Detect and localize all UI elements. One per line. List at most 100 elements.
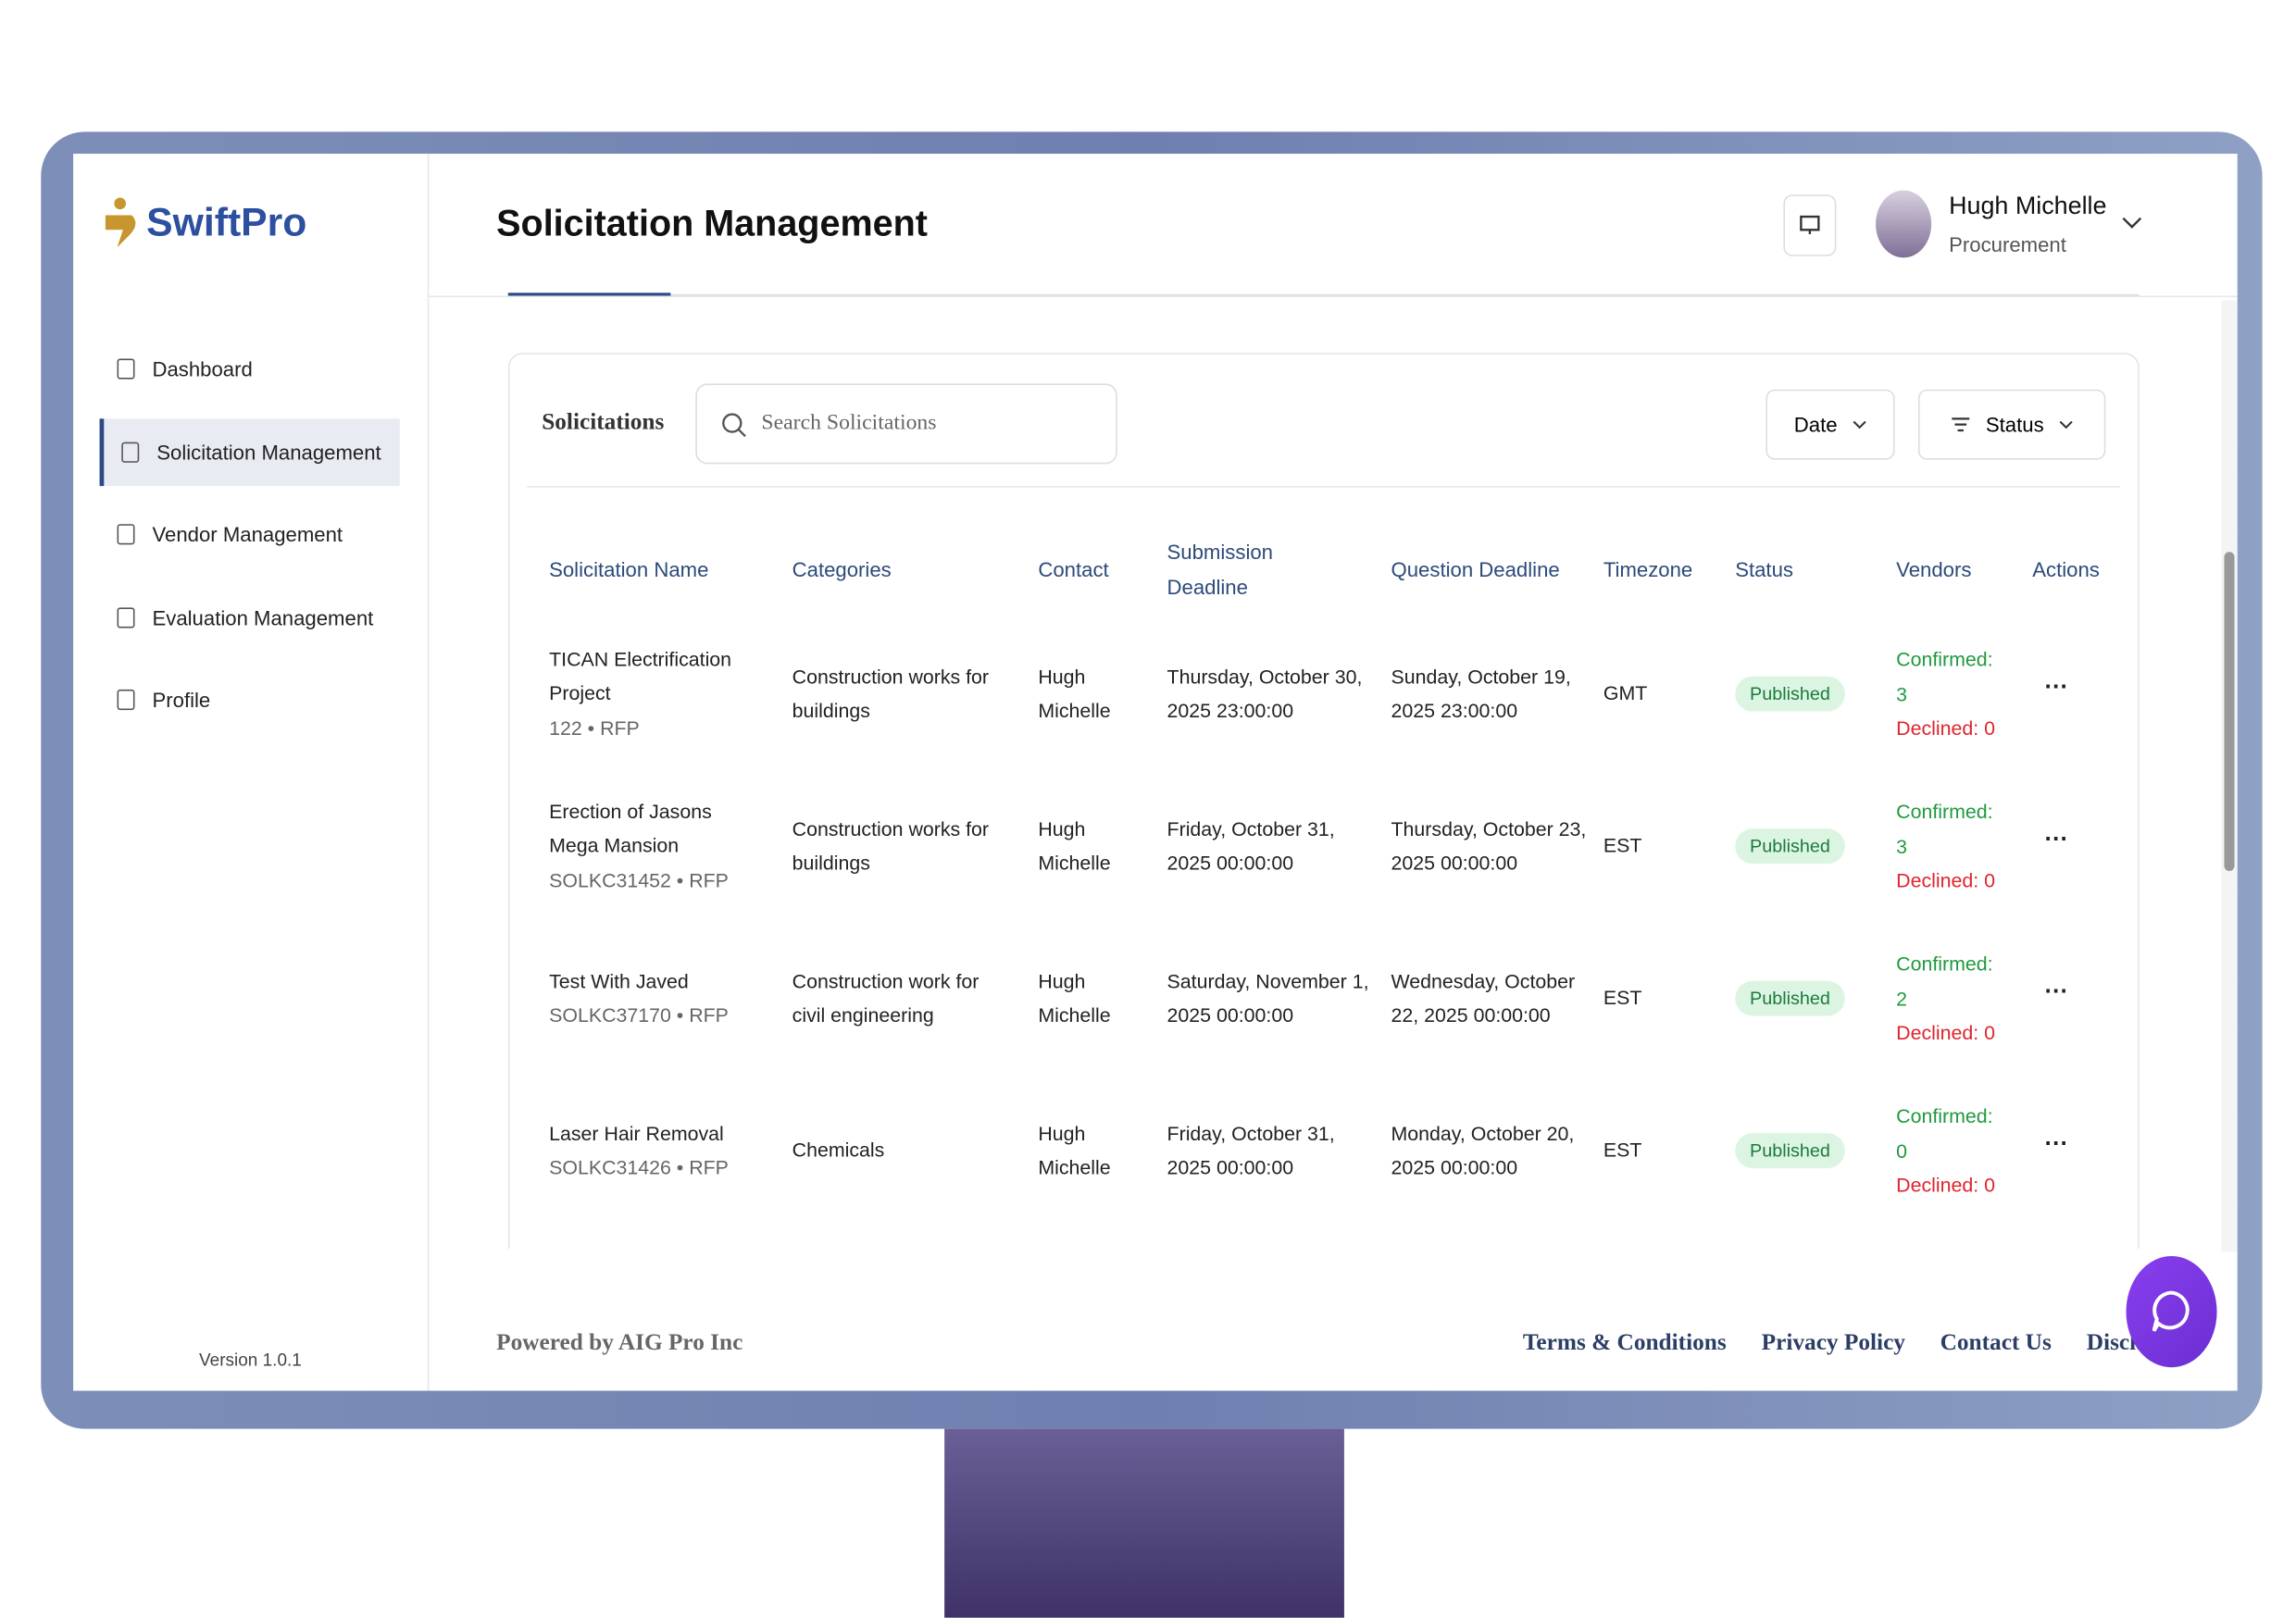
row-submission: Friday, October 31, 2025 00:00:00 (1167, 817, 1335, 875)
logo: SwiftPro (103, 194, 307, 250)
scrollbar (2221, 300, 2238, 1252)
row-timezone: GMT (1603, 682, 1648, 704)
row-contact: Hugh Michelle (1038, 817, 1111, 875)
powered-by: Powered by AIG Pro Inc (496, 1330, 743, 1356)
row-submission: Friday, October 31, 2025 00:00:00 (1167, 1122, 1335, 1179)
row-contact: Hugh Michelle (1038, 1122, 1111, 1179)
vendors-declined: Declined: 0 (1896, 869, 1996, 892)
row-actions[interactable]: ⋯ (2043, 1131, 2068, 1157)
date-filter-label: Date (1793, 413, 1838, 437)
column-header: Question Deadline (1391, 557, 1560, 581)
row-ref: 122 • RFP (549, 716, 640, 740)
row-actions[interactable]: ⋯ (2043, 979, 2068, 1004)
brand: SwiftPro (146, 199, 307, 244)
nav-icon (117, 358, 135, 380)
footer-link[interactable]: Privacy Policy (1761, 1330, 1905, 1356)
row-category: Construction works for buildings (792, 817, 990, 875)
column-header: Timezone (1603, 557, 1693, 581)
row-name: Laser Hair Removal (549, 1122, 724, 1145)
avatar (1876, 190, 1932, 258)
chat-button[interactable] (2126, 1256, 2217, 1368)
nav-item[interactable]: Vendor Management (100, 501, 400, 568)
nav-label: Vendor Management (152, 522, 343, 546)
main: Solicitation Management Hugh Michelle Pr… (429, 154, 2238, 1390)
vendors-declined: Declined: 0 (1896, 716, 1996, 740)
column-header: Status (1735, 557, 1793, 581)
row-timezone: EST (1603, 834, 1642, 857)
row-ref: SOLKC31452 • RFP (549, 869, 729, 891)
row-contact: Hugh Michelle (1038, 665, 1111, 722)
row-name: TICAN Electrification Project (549, 648, 732, 705)
sidebar: SwiftPro Dashboard Solicitation Managemen… (73, 154, 430, 1391)
column-header: Submission Deadline (1167, 540, 1274, 599)
nav-item[interactable]: Dashboard (100, 335, 400, 403)
status-badge: Published (1735, 980, 1845, 1016)
row-question: Wednesday, October 22, 2025 00:00:00 (1391, 969, 1576, 1027)
column-header: Contact (1038, 557, 1109, 581)
vendors-confirmed: Confirmed: 3 (1896, 801, 1993, 858)
nav-icon (117, 606, 135, 628)
row-category: Construction work for civil engineering (792, 969, 980, 1027)
nav-label: Evaluation Management (152, 604, 374, 629)
toolbar-divider (527, 486, 2121, 488)
nav-item[interactable]: Evaluation Management (100, 583, 400, 651)
row-question: Monday, October 20, 2025 00:00:00 (1391, 1122, 1575, 1179)
page-title: Solicitation Management (496, 203, 928, 245)
row-timezone: EST (1603, 1139, 1642, 1162)
nav-item[interactable]: Solicitation Management (99, 417, 400, 486)
footer-link[interactable]: Terms & Conditions (1522, 1330, 1727, 1356)
nav-icon (117, 689, 135, 711)
row-actions[interactable]: ⋯ (2043, 675, 2068, 701)
toolbar-label: Solicitations (542, 409, 665, 435)
nav-label: Dashboard (152, 356, 253, 381)
table-card: Solicitations Search Solicitations Date … (507, 353, 2140, 1250)
nav-icon (117, 524, 135, 545)
row-ref: SOLKC31426 • RFP (549, 1156, 729, 1179)
nav-label: Profile (152, 688, 211, 712)
row-category: Construction works for buildings (792, 665, 990, 722)
row-actions[interactable]: ⋯ (2043, 827, 2068, 853)
row-name: Erection of Jasons Mega Mansion (549, 800, 712, 857)
screen: SwiftPro Dashboard Solicitation Managemen… (73, 154, 2238, 1391)
monitor-stand (944, 1428, 1344, 1618)
row-contact: Hugh Michelle (1038, 969, 1111, 1027)
version: Version 1.0.1 (199, 1350, 302, 1371)
column-header: Categories (792, 557, 892, 581)
row-ref: SOLKC37170 • RFP (549, 1003, 729, 1027)
nav-label: Solicitation Management (156, 440, 381, 464)
status-badge: Published (1735, 828, 1845, 865)
logo-icon (105, 197, 136, 248)
vendors-confirmed: Confirmed: 3 (1896, 648, 1993, 705)
vendors-confirmed: Confirmed: 0 (1896, 1105, 1993, 1162)
user-menu-chevron[interactable] (2122, 215, 2142, 230)
row-category: Chemicals (792, 1139, 885, 1162)
display-button[interactable] (1783, 194, 1837, 256)
footer-link[interactable]: Contact Us (1940, 1330, 2052, 1356)
nav-icon (121, 441, 140, 462)
vendors-declined: Declined: 0 (1896, 1174, 1996, 1197)
vendors-confirmed: Confirmed: 2 (1896, 952, 1993, 1010)
row-submission: Saturday, November 1, 2025 00:00:00 (1167, 969, 1369, 1027)
vendors-declined: Declined: 0 (1896, 1021, 1996, 1044)
status-filter-label: Status (1985, 413, 2044, 437)
tab-active (507, 292, 671, 296)
status-filter[interactable]: Status (1917, 389, 2106, 460)
status-badge: Published (1735, 676, 1845, 712)
search-box[interactable]: Search Solicitations (695, 383, 1117, 465)
column-header: Actions (2032, 557, 2100, 581)
date-filter[interactable]: Date (1766, 389, 1895, 460)
column-header: Vendors (1896, 557, 1972, 581)
header-divider (429, 295, 2238, 298)
row-name: Test With Javed (549, 969, 689, 992)
nav-item[interactable]: Profile (100, 666, 400, 734)
user-name: Hugh Michelle (1949, 192, 2107, 220)
row-submission: Thursday, October 30, 2025 23:00:00 (1167, 665, 1363, 722)
row-question: Sunday, October 19, 2025 23:00:00 (1391, 665, 1571, 722)
tab-line (507, 293, 2140, 296)
user-role: Procurement (1949, 232, 2066, 256)
row-question: Thursday, October 23, 2025 00:00:00 (1391, 817, 1587, 875)
column-header: Solicitation Name (549, 557, 709, 581)
search-placeholder: Search Solicitations (761, 411, 937, 435)
